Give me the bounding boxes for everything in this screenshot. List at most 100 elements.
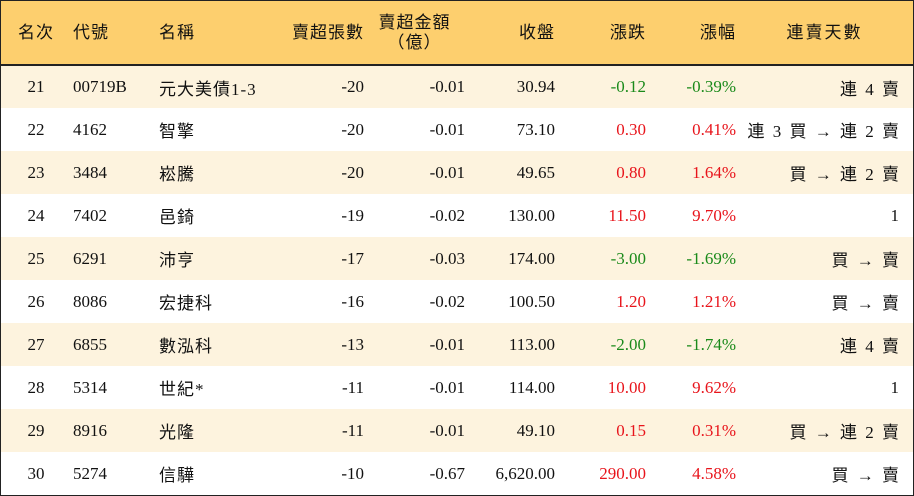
cell-rank: 25 [27, 248, 45, 268]
cell-close: 130.00 [508, 205, 555, 225]
cell-rank: 30 [27, 463, 45, 483]
header-name: 名稱 [159, 22, 195, 42]
table-row: 27 6855 數泓科 -13 -0.01 113.00 -2.00 -1.74% 連 4 賣 [1, 323, 913, 366]
cell-code: 4162 [73, 119, 107, 139]
cell-name: 崧騰 [159, 165, 195, 184]
cell-change-pct: -0.39% [686, 77, 736, 96]
cell-close: 6,620.00 [495, 463, 556, 483]
cell-consecutive-days: 1 [890, 205, 901, 225]
cell-oversell-amount: -0.01 [429, 77, 465, 96]
header-consecutive-days: 連賣天數 [786, 22, 863, 42]
cell-consecutive-days: 買 → 連 2 賣 [789, 423, 901, 442]
cell-change-pct: 9.62% [692, 377, 736, 397]
cell-oversell-shares: -13 [341, 334, 364, 354]
cell-change-pct: 4.58% [692, 463, 736, 483]
cell-change: 0.30 [616, 119, 646, 139]
table-row: 21 00719B 元大美債1-3 -20 -0.01 30.94 -0.12 -0.39% 連… [1, 65, 913, 108]
cell-consecutive-days: 買 → 賣 [831, 294, 901, 313]
header-oversell-amount: 賣超金額 （億） [364, 1, 465, 65]
cell-oversell-shares: -20 [341, 77, 364, 96]
cell-oversell-shares: -16 [341, 291, 364, 311]
cell-oversell-amount: -0.02 [429, 291, 465, 311]
cell-change: 10.00 [607, 377, 646, 397]
cell-name: 邑錡 [159, 208, 195, 227]
cell-name: 信驊 [159, 466, 195, 485]
table-body: 21 00719B 元大美債1-3 -20 -0.01 30.94 -0.12 -0.39% 連… [1, 65, 913, 495]
cell-oversell-shares: -17 [341, 248, 364, 268]
cell-name: 數泓科 [159, 337, 213, 356]
cell-change: 0.15 [616, 420, 646, 440]
cell-change: 11.50 [608, 205, 646, 225]
cell-consecutive-days: 連 4 賣 [840, 79, 901, 99]
cell-close: 30.94 [516, 77, 555, 96]
cell-consecutive-days: 1 [890, 377, 901, 397]
cell-close: 174.00 [508, 248, 555, 268]
cell-code: 8086 [73, 291, 107, 311]
cell-code: 5274 [73, 463, 107, 483]
cell-oversell-shares: -11 [341, 377, 364, 397]
cell-close: 100.50 [508, 291, 555, 311]
cell-change-pct: 1.21% [692, 291, 736, 311]
cell-change-pct: 1.64% [692, 162, 736, 182]
cell-consecutive-days: 買 → 連 2 賣 [789, 165, 901, 184]
cell-code: 8916 [73, 420, 107, 440]
cell-close: 49.65 [516, 162, 555, 182]
cell-name: 元大美債1-3 [159, 79, 257, 99]
cell-change-pct: -1.69% [686, 248, 736, 268]
cell-code: 6291 [73, 248, 107, 268]
cell-name: 光隆 [159, 423, 195, 442]
cell-change: 1.20 [616, 291, 646, 311]
table-header-row: 名次 代號 名稱 賣超張數 賣超金額 （億） 收盤 漲跌 漲幅 連賣天數 [1, 1, 913, 65]
cell-oversell-amount: -0.03 [429, 248, 465, 268]
header-close: 收盤 [519, 22, 555, 42]
cell-rank: 29 [27, 420, 45, 440]
cell-code: 6855 [73, 334, 107, 354]
cell-name: 世紀* [159, 380, 205, 399]
cell-oversell-shares: -11 [341, 420, 364, 440]
table-row: 25 6291 沛亨 -17 -0.03 174.00 -3.00 -1.69% 買 → 賣 [1, 237, 913, 280]
cell-consecutive-days: 買 → 賣 [831, 466, 901, 485]
cell-name: 沛亨 [159, 251, 195, 270]
table-row: 26 8086 宏捷科 -16 -0.02 100.50 1.20 1.21% 買 → 賣 [1, 280, 913, 323]
header-code: 代號 [73, 22, 109, 42]
cell-name: 宏捷科 [159, 294, 213, 313]
cell-change: 290.00 [599, 463, 646, 483]
cell-close: 49.10 [516, 420, 555, 440]
cell-change-pct: 0.31% [692, 420, 736, 440]
header-oversell-amount-line2: （億） [387, 32, 442, 52]
cell-rank: 28 [27, 377, 45, 397]
cell-oversell-amount: -0.01 [429, 377, 465, 397]
cell-rank: 27 [27, 334, 45, 354]
table-row: 29 8916 光隆 -11 -0.01 49.10 0.15 0.31% 買 → 連 2 賣 [1, 409, 913, 452]
header-oversell-amount-line1: 賣超金額 [378, 12, 451, 32]
cell-oversell-amount: -0.01 [429, 162, 465, 182]
cell-change: -0.12 [610, 77, 646, 96]
header-rank: 名次 [18, 22, 54, 42]
table-row: 22 4162 智擎 -20 -0.01 73.10 0.30 0.41% 連 3 買 → 連 … [1, 108, 913, 151]
cell-oversell-amount: -0.01 [429, 119, 465, 139]
table-row: 24 7402 邑錡 -19 -0.02 130.00 11.50 9.70% 1 [1, 194, 913, 237]
cell-change: -3.00 [610, 248, 646, 268]
cell-consecutive-days: 連 4 賣 [840, 337, 901, 356]
cell-oversell-shares: -19 [341, 205, 364, 225]
cell-change: -2.00 [610, 334, 646, 354]
cell-oversell-shares: -20 [341, 119, 364, 139]
cell-rank: 24 [27, 205, 45, 225]
cell-change: 0.80 [616, 162, 646, 182]
cell-code: 5314 [73, 377, 107, 397]
cell-change-pct: 0.41% [692, 119, 736, 139]
table-row: 28 5314 世紀* -11 -0.01 114.00 10.00 9.62% 1 [1, 366, 913, 409]
cell-code: 7402 [73, 205, 107, 225]
cell-oversell-amount: -0.67 [429, 463, 465, 483]
cell-oversell-shares: -20 [341, 162, 364, 182]
cell-change-pct: -1.74% [686, 334, 736, 354]
cell-rank: 26 [27, 291, 45, 311]
cell-close: 114.00 [508, 377, 555, 397]
cell-oversell-amount: -0.01 [429, 334, 465, 354]
header-change: 漲跌 [610, 22, 646, 42]
cell-close: 73.10 [516, 119, 555, 139]
cell-close: 113.00 [508, 334, 555, 354]
cell-rank: 22 [27, 119, 45, 139]
